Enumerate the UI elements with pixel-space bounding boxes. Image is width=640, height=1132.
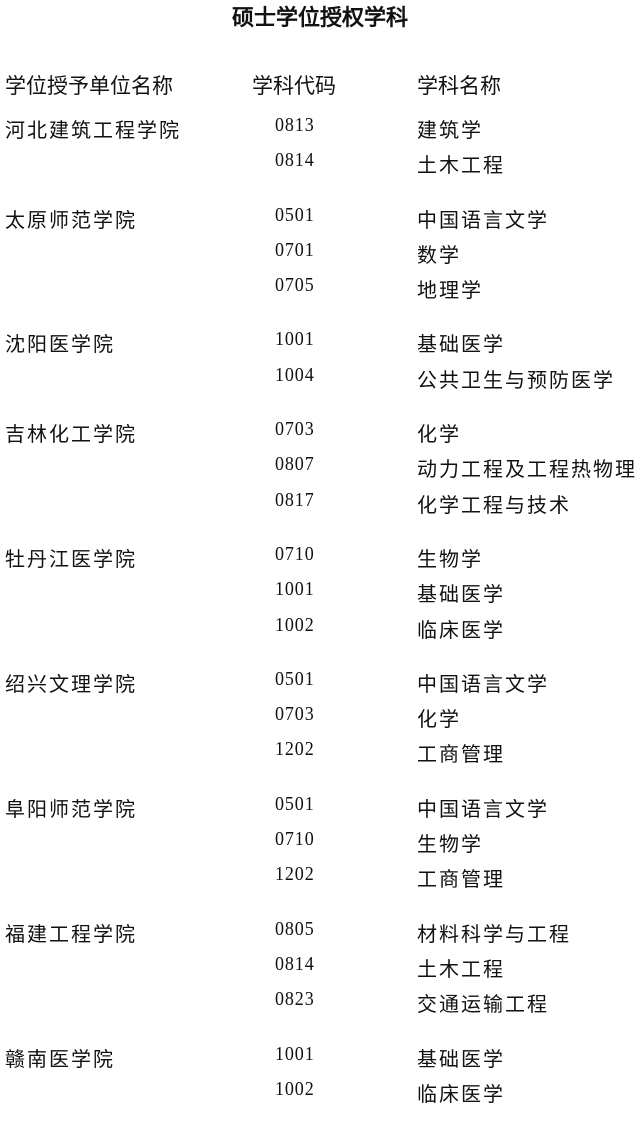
institution-name: 牡丹江医学院	[5, 546, 137, 571]
discipline-code: 0501	[275, 792, 315, 815]
institution-group: 吉林化工学院 0703 化学 0807 动力工程及工程热物理 0817 化学工程与技术	[0, 418, 640, 524]
institution-group: 赣南医学院 1001 基础医学 1002 临床医学	[0, 1043, 640, 1114]
discipline-list: 河北建筑工程学院 0813 建筑学 0814 土木工程 太原师范学院 0501 中国语言文学 0…	[0, 114, 640, 1132]
table-row: 0701 数学	[0, 239, 640, 274]
discipline-code: 0710	[275, 542, 315, 565]
page-title: 硕士学位授权学科	[231, 6, 408, 31]
header-institution: 学位授予单位名称	[5, 74, 173, 98]
table-row: 赣南医学院 1001 基础医学	[0, 1043, 640, 1078]
table-row: 1001 基础医学	[0, 578, 640, 613]
discipline-name: 工商管理	[417, 867, 505, 892]
discipline-name: 化学	[417, 707, 461, 732]
discipline-code: 0817	[275, 488, 315, 511]
institution-name: 绍兴文理学院	[5, 671, 137, 696]
institution-group: 太原师范学院 0501 中国语言文学 0701 数学 0705 地理学	[0, 204, 640, 310]
discipline-name: 化学工程与技术	[417, 492, 571, 517]
discipline-name: 动力工程及工程热物理	[417, 457, 637, 482]
discipline-code: 0823	[275, 988, 315, 1011]
table-row: 0823 交通运输工程	[0, 988, 640, 1023]
table-row: 1202 工商管理	[0, 863, 640, 898]
table-row: 0814 土木工程	[0, 953, 640, 988]
discipline-name: 建筑学	[417, 118, 483, 142]
discipline-code: 0814	[275, 952, 315, 975]
institution-name: 吉林化工学院	[5, 422, 137, 447]
institution-group: 牡丹江医学院 0710 生物学 1001 基础医学 1002 临床医学	[0, 543, 640, 649]
discipline-name: 基础医学	[417, 1046, 505, 1071]
discipline-code: 0705	[275, 274, 315, 297]
discipline-name: 临床医学	[417, 1081, 505, 1106]
institution-name: 福建工程学院	[5, 921, 137, 946]
discipline-name: 中国语言文学	[417, 671, 549, 696]
discipline-code: 1202	[275, 863, 315, 886]
discipline-code: 1002	[275, 613, 315, 636]
discipline-name: 临床医学	[417, 617, 505, 642]
header-code: 学科代码	[252, 74, 336, 98]
discipline-code: 0814	[275, 149, 315, 172]
discipline-code: 0501	[275, 203, 315, 226]
header-subject: 学科名称	[417, 74, 501, 98]
discipline-name: 土木工程	[417, 153, 505, 178]
discipline-name: 基础医学	[417, 582, 505, 607]
discipline-code: 0813	[275, 114, 315, 136]
table-row: 绍兴文理学院 0501 中国语言文学	[0, 668, 640, 703]
discipline-code: 0710	[275, 828, 315, 851]
discipline-code: 0805	[275, 917, 315, 940]
institution-name: 沈阳医学院	[5, 332, 115, 357]
table-row: 吉林化工学院 0703 化学	[0, 418, 640, 453]
table-row: 0807 动力工程及工程热物理	[0, 453, 640, 488]
institution-group: 阜阳师范学院 0501 中国语言文学 0710 生物学 1202 工商管理	[0, 793, 640, 899]
discipline-code: 0501	[275, 667, 315, 690]
discipline-code: 0703	[275, 418, 315, 441]
institution-group: 河北建筑工程学院 0813 建筑学 0814 土木工程	[0, 114, 640, 185]
table-row: 1004 公共卫生与预防医学	[0, 364, 640, 399]
institution-name: 河北建筑工程学院	[5, 118, 181, 142]
discipline-name: 中国语言文学	[417, 796, 549, 821]
table-row: 0817 化学工程与技术	[0, 489, 640, 524]
discipline-code: 1004	[275, 363, 315, 386]
table-row: 河北建筑工程学院 0813 建筑学	[0, 114, 640, 149]
discipline-code: 0807	[275, 453, 315, 476]
discipline-code: 0703	[275, 703, 315, 726]
discipline-name: 生物学	[417, 546, 483, 571]
discipline-name: 交通运输工程	[417, 992, 549, 1017]
discipline-name: 地理学	[417, 278, 483, 303]
table-row: 0703 化学	[0, 703, 640, 738]
discipline-name: 土木工程	[417, 956, 505, 981]
institution-group: 福建工程学院 0805 材料科学与工程 0814 土木工程 0823 交通运输工程	[0, 918, 640, 1024]
discipline-code: 1001	[275, 328, 315, 351]
table-row: 1202 工商管理	[0, 738, 640, 773]
table-row: 沈阳医学院 1001 基础医学	[0, 328, 640, 363]
table-row: 0705 地理学	[0, 274, 640, 309]
institution-group: 绍兴文理学院 0501 中国语言文学 0703 化学 1202 工商管理	[0, 668, 640, 774]
discipline-name: 中国语言文学	[417, 207, 549, 232]
table-row: 福建工程学院 0805 材料科学与工程	[0, 918, 640, 953]
discipline-name: 数学	[417, 242, 461, 267]
discipline-code: 1202	[275, 738, 315, 761]
discipline-name: 化学	[417, 422, 461, 447]
table-row: 0814 土木工程	[0, 149, 640, 184]
discipline-name: 基础医学	[417, 332, 505, 357]
table-row: 0710 生物学	[0, 828, 640, 863]
discipline-code: 1001	[275, 578, 315, 601]
table-row: 阜阳师范学院 0501 中国语言文学	[0, 793, 640, 828]
institution-group: 沈阳医学院 1001 基础医学 1004 公共卫生与预防医学	[0, 328, 640, 399]
institution-name: 赣南医学院	[5, 1046, 115, 1071]
discipline-name: 生物学	[417, 832, 483, 857]
discipline-code: 1001	[275, 1042, 315, 1065]
discipline-name: 工商管理	[417, 742, 505, 767]
discipline-name: 材料科学与工程	[417, 921, 571, 946]
table-row: 1002 临床医学	[0, 614, 640, 649]
institution-name: 阜阳师范学院	[5, 796, 137, 821]
discipline-code: 1002	[275, 1077, 315, 1100]
table-header: 学位授予单位名称 学科代码 学科名称	[0, 70, 640, 106]
institution-name: 太原师范学院	[5, 207, 137, 232]
table-row: 太原师范学院 0501 中国语言文学	[0, 204, 640, 239]
discipline-code: 0701	[275, 238, 315, 261]
table-row: 牡丹江医学院 0710 生物学	[0, 543, 640, 578]
table-row: 1002 临床医学	[0, 1078, 640, 1113]
discipline-name: 公共卫生与预防医学	[417, 367, 615, 392]
